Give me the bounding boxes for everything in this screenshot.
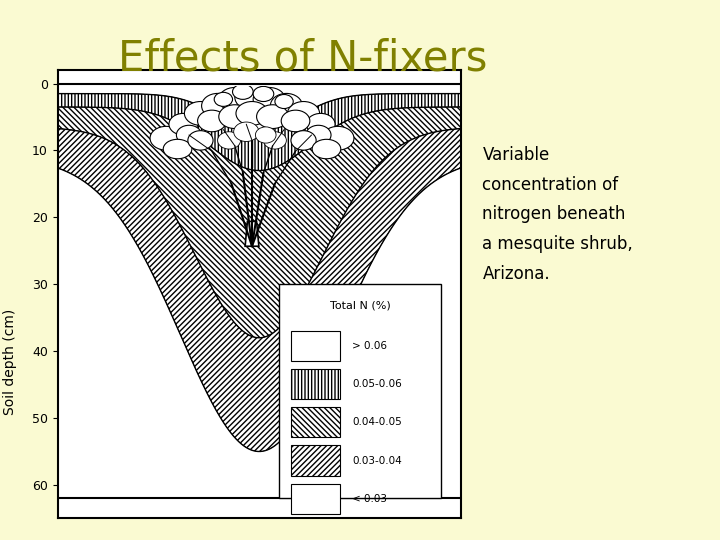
Polygon shape: [58, 107, 461, 338]
Ellipse shape: [202, 93, 234, 118]
Bar: [292, 369, 340, 399]
Ellipse shape: [253, 87, 285, 111]
Ellipse shape: [234, 122, 259, 141]
Ellipse shape: [306, 125, 331, 145]
Ellipse shape: [256, 127, 276, 143]
Text: concentration of: concentration of: [482, 176, 618, 193]
Ellipse shape: [270, 93, 302, 118]
Bar: [279, 284, 441, 498]
Text: a mesquite shrub,: a mesquite shrub,: [482, 235, 633, 253]
Bar: [292, 331, 340, 361]
Ellipse shape: [219, 105, 251, 129]
Text: Arizona.: Arizona.: [482, 265, 550, 282]
Ellipse shape: [256, 105, 289, 129]
Polygon shape: [58, 84, 461, 130]
Ellipse shape: [197, 110, 226, 132]
Ellipse shape: [291, 131, 316, 150]
Bar: [292, 407, 340, 437]
Ellipse shape: [275, 94, 293, 109]
Ellipse shape: [282, 110, 310, 132]
Text: Effects of N-fixers: Effects of N-fixers: [117, 38, 487, 80]
Ellipse shape: [176, 125, 202, 145]
Polygon shape: [58, 129, 461, 451]
Ellipse shape: [235, 84, 269, 110]
Text: 0.03-0.04: 0.03-0.04: [352, 456, 402, 465]
Text: 0.04-0.05: 0.04-0.05: [352, 417, 402, 427]
Ellipse shape: [214, 92, 233, 106]
Text: Total N (%): Total N (%): [330, 301, 390, 311]
Text: 0.05-0.06: 0.05-0.06: [352, 379, 402, 389]
Ellipse shape: [150, 126, 182, 150]
Ellipse shape: [163, 139, 192, 159]
Ellipse shape: [264, 132, 287, 149]
Text: nitrogen beneath: nitrogen beneath: [482, 205, 626, 223]
Ellipse shape: [253, 86, 274, 102]
Polygon shape: [58, 168, 461, 498]
Ellipse shape: [312, 139, 341, 159]
Ellipse shape: [236, 102, 268, 125]
Ellipse shape: [219, 87, 251, 111]
Ellipse shape: [188, 131, 213, 150]
Bar: [292, 446, 340, 476]
Ellipse shape: [184, 102, 217, 125]
Ellipse shape: [287, 102, 320, 125]
Ellipse shape: [169, 113, 197, 135]
Polygon shape: [58, 93, 461, 171]
Bar: [292, 484, 340, 514]
Ellipse shape: [217, 132, 240, 149]
Text: Variable: Variable: [482, 146, 549, 164]
Polygon shape: [245, 221, 259, 246]
Ellipse shape: [307, 113, 335, 135]
Y-axis label: Soil depth (cm): Soil depth (cm): [4, 308, 17, 415]
Ellipse shape: [322, 126, 354, 150]
Text: < 0.03: < 0.03: [352, 494, 387, 504]
Text: > 0.06: > 0.06: [352, 341, 387, 351]
Ellipse shape: [233, 84, 253, 99]
